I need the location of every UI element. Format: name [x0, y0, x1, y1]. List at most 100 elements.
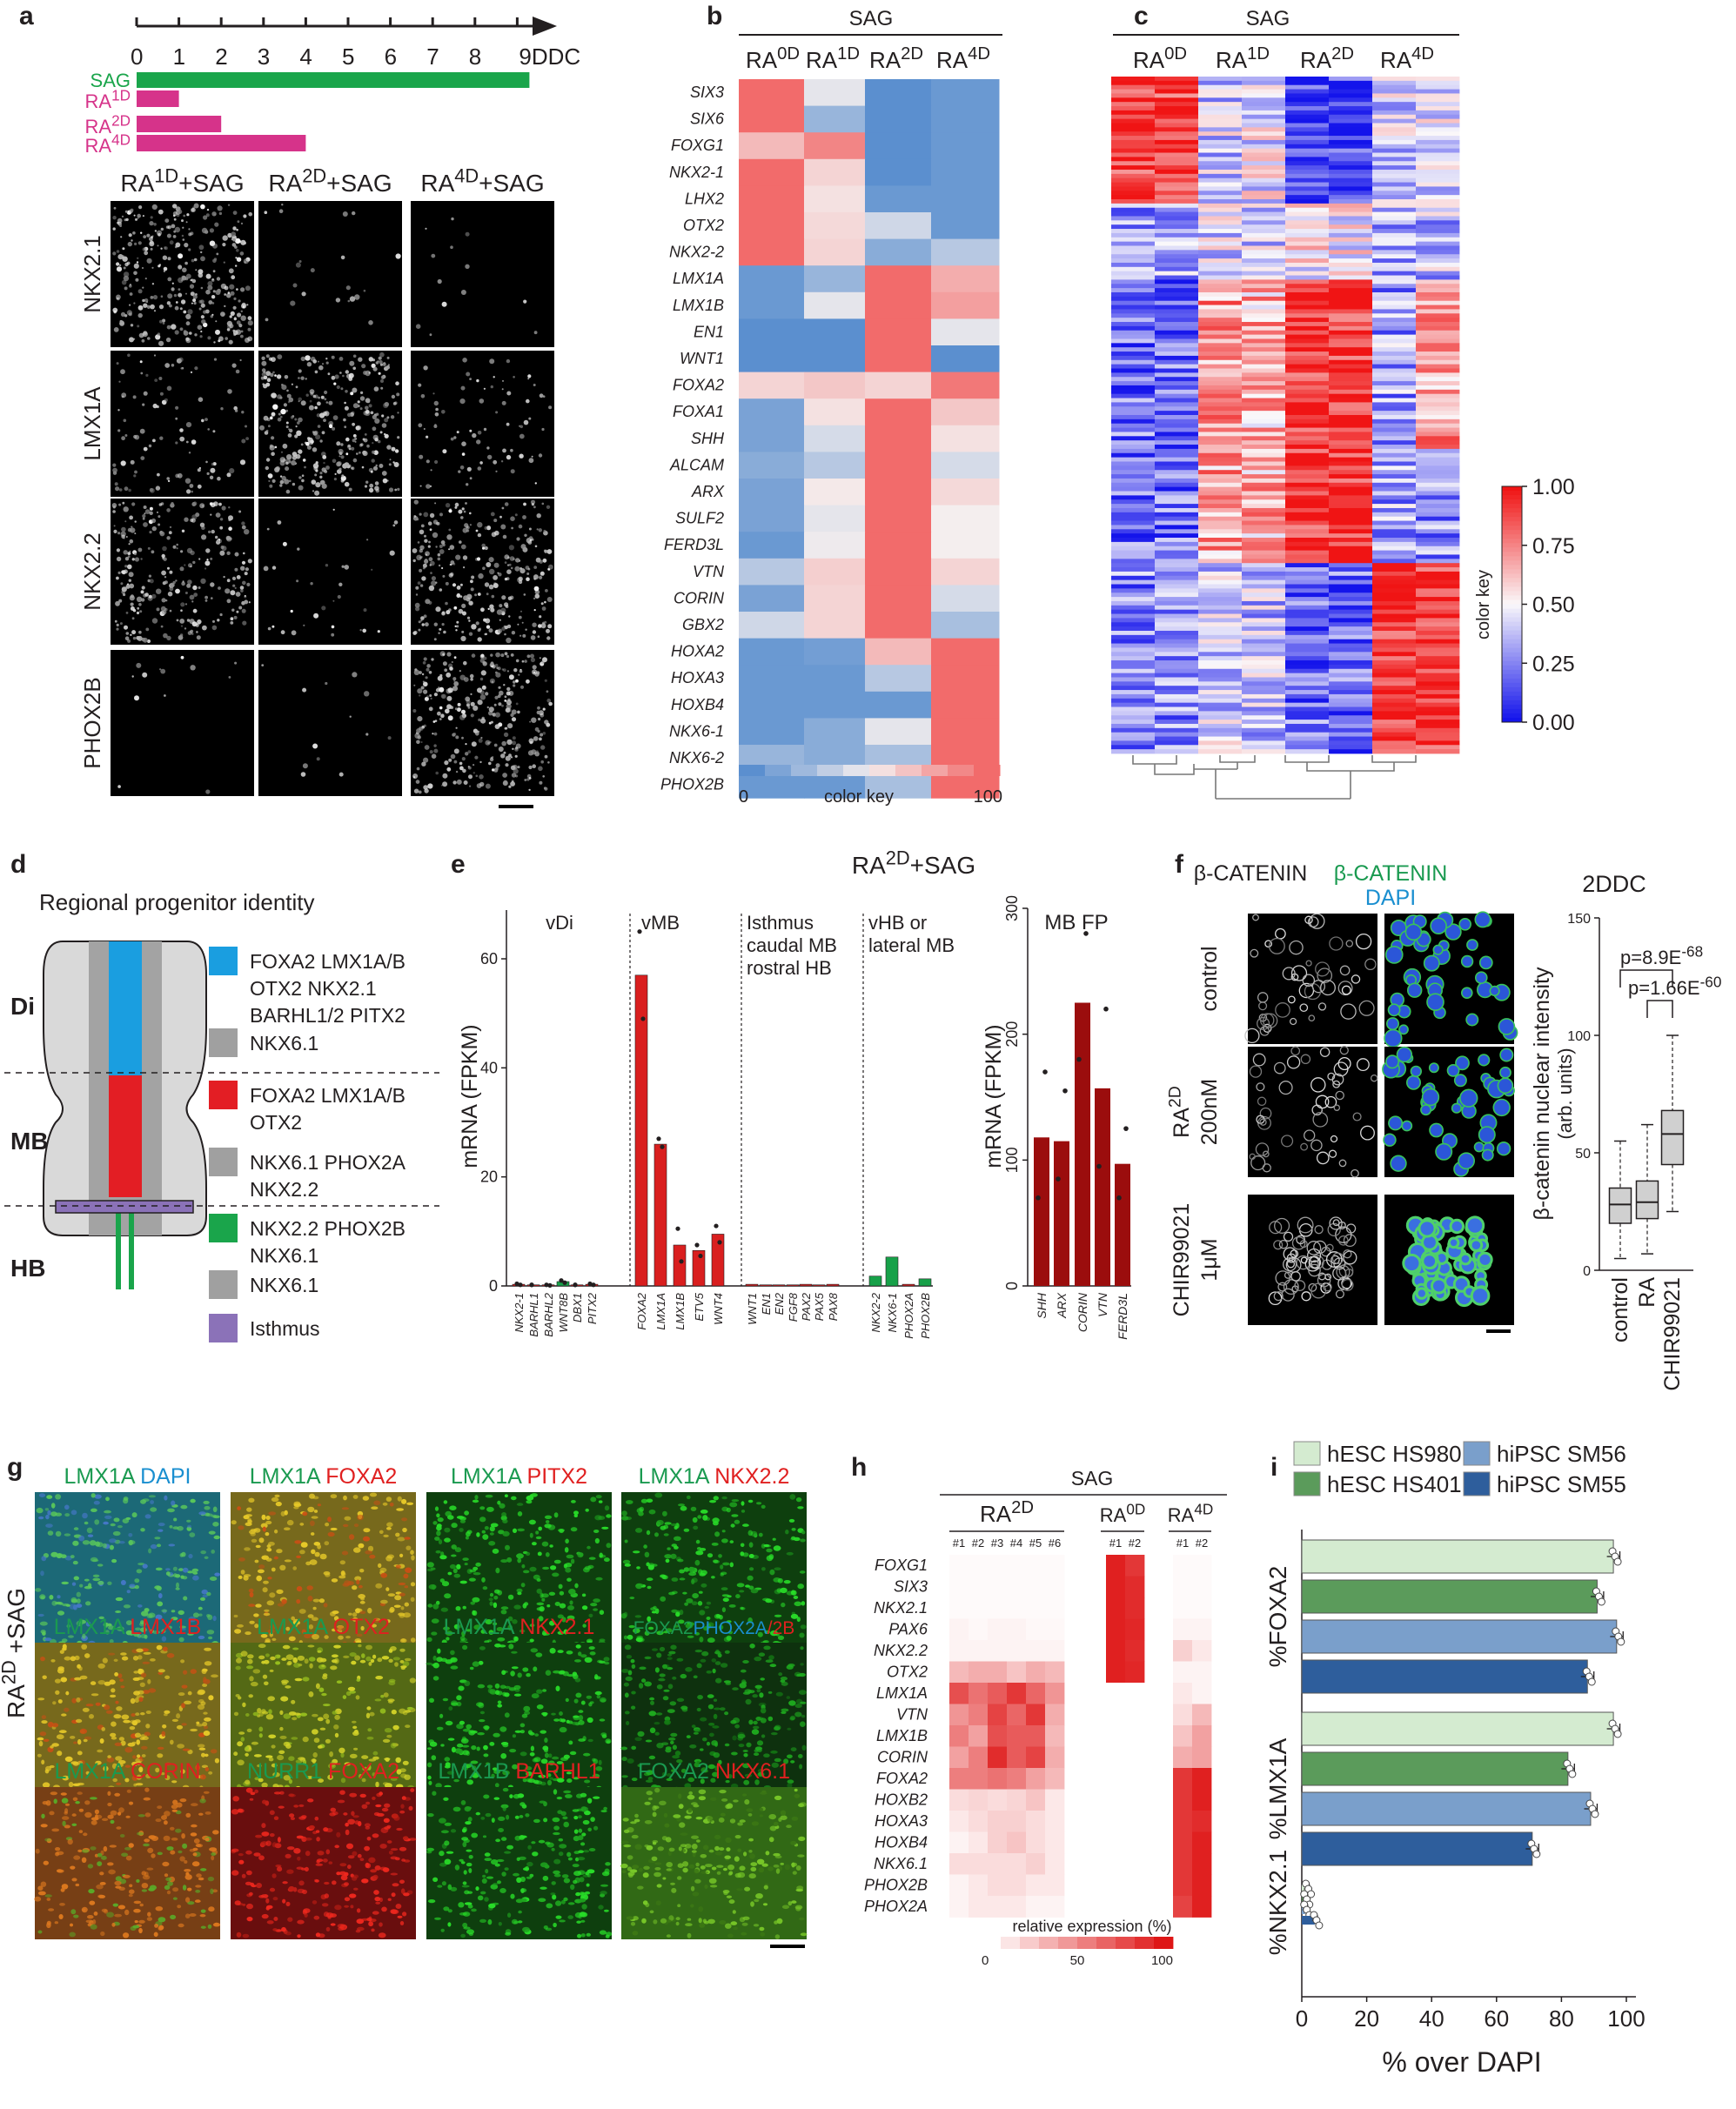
cell-speck	[400, 1606, 405, 1610]
cell-speck	[550, 1565, 557, 1570]
cell-speck	[488, 1630, 494, 1635]
heatmap-band	[1198, 389, 1243, 395]
nucleus-speck	[150, 216, 153, 219]
nucleus-speck	[171, 287, 175, 291]
cell-speck	[173, 1517, 178, 1522]
cell-speck	[237, 1506, 241, 1510]
heatmap-band	[1111, 575, 1156, 581]
cell-speck	[249, 1591, 254, 1597]
nucleus-speck	[418, 628, 421, 632]
cell-outline	[1296, 1255, 1310, 1270]
heatmap-band	[1416, 211, 1460, 217]
nucleus-speck	[217, 476, 221, 481]
replicate-dot	[698, 1253, 703, 1259]
heatmap-band	[1242, 325, 1286, 331]
heatmap-band	[1155, 605, 1199, 611]
nucleus-speck	[119, 224, 123, 227]
cell-speck	[267, 1629, 275, 1634]
heatmap-band	[1372, 499, 1417, 505]
heatmap-cell	[804, 505, 866, 532]
nucleus-speck	[344, 401, 346, 405]
heatmap-band	[1329, 216, 1373, 221]
cell-speck	[76, 1598, 81, 1604]
nucleus-speck	[195, 293, 198, 296]
heatmap-band	[1198, 118, 1243, 124]
colorkey-cell	[1502, 526, 1522, 531]
heatmap-band	[1111, 482, 1156, 488]
nucleus-speck	[319, 412, 325, 418]
nucleus-speck	[189, 284, 195, 289]
replicate-dot	[591, 1282, 596, 1288]
cell-speck	[387, 1593, 396, 1597]
nucleus-speck	[363, 289, 366, 292]
x-gene-label: DBX1	[571, 1293, 584, 1322]
nucleus-speck	[424, 696, 429, 701]
nucleus-speck	[263, 371, 266, 374]
nucleus-speck	[124, 636, 130, 640]
p-value-1-main: p=8.9E	[1620, 947, 1681, 968]
replicate-dot	[514, 1281, 519, 1287]
nucleus-speck	[242, 620, 247, 626]
heatmap-band	[1285, 393, 1330, 398]
nucleus-speck	[164, 580, 168, 585]
nucleus-speck	[183, 310, 187, 314]
heatmap-band	[1372, 355, 1417, 361]
heatmap-band	[1285, 727, 1330, 733]
cell-speck	[783, 1580, 791, 1584]
expression-bar	[868, 1275, 882, 1287]
col-header-green: β-CATENIN	[1334, 861, 1448, 886]
nucleus-speck	[244, 572, 248, 576]
heatmap-band	[1329, 639, 1373, 644]
nucleus-speck	[366, 444, 370, 448]
heatmap-band	[1372, 698, 1417, 704]
nucleus-speck	[167, 479, 171, 483]
nucleus-speck	[505, 763, 509, 767]
nucleus-speck	[340, 387, 344, 391]
heatmap-band	[1285, 647, 1330, 653]
nucleus-speck	[235, 238, 241, 244]
heatmap-column-label-main: RA	[936, 47, 969, 73]
cell-speck	[756, 1502, 762, 1505]
nucleus-speck	[525, 628, 527, 631]
heatmap-band	[1111, 491, 1156, 496]
heatmap-band	[1242, 504, 1286, 509]
cell-speck	[432, 1604, 439, 1610]
heatmap-band	[1372, 347, 1417, 352]
nucleus-speck	[178, 357, 184, 362]
heatmap-band	[1285, 300, 1330, 305]
heatmap-band	[1198, 491, 1243, 496]
heatmap-band	[1372, 491, 1417, 496]
nucleus-speck	[509, 556, 515, 561]
nucleus-speck	[450, 753, 456, 760]
heatmap-band	[1155, 241, 1199, 246]
heatmap-band	[1372, 749, 1417, 754]
heatmap-cell	[804, 212, 866, 240]
nucleus-speck	[527, 378, 530, 380]
cell-outline	[1296, 1235, 1306, 1245]
nucleus-speck	[420, 741, 423, 743]
cell-speck	[492, 1548, 499, 1554]
cell-speck	[206, 1630, 215, 1635]
heatmap-band	[1242, 584, 1286, 589]
cell-speck	[495, 1567, 500, 1574]
nucleus-speck	[205, 289, 211, 295]
expression-bar	[885, 1256, 899, 1287]
heatmap-band	[1155, 448, 1199, 454]
heatmap-band	[1155, 711, 1199, 716]
cell-nucleus	[1418, 1219, 1437, 1238]
nucleus-speck	[324, 390, 328, 395]
gene-label: SHH	[691, 430, 725, 447]
nucleus-speck	[429, 694, 432, 697]
nucleus-speck	[279, 484, 283, 487]
heatmap-band	[1155, 318, 1199, 323]
heatmap-band	[1416, 182, 1460, 187]
heatmap-band	[1155, 279, 1199, 285]
heatmap-band	[1242, 457, 1286, 462]
nucleus-speck	[535, 750, 539, 753]
heatmap-band	[1111, 660, 1156, 666]
heatmap-band	[1372, 588, 1417, 593]
nucleus-speck	[161, 553, 165, 559]
cell-speck	[553, 1512, 559, 1518]
cell-speck	[55, 1601, 63, 1605]
nucleus-speck	[142, 514, 146, 519]
